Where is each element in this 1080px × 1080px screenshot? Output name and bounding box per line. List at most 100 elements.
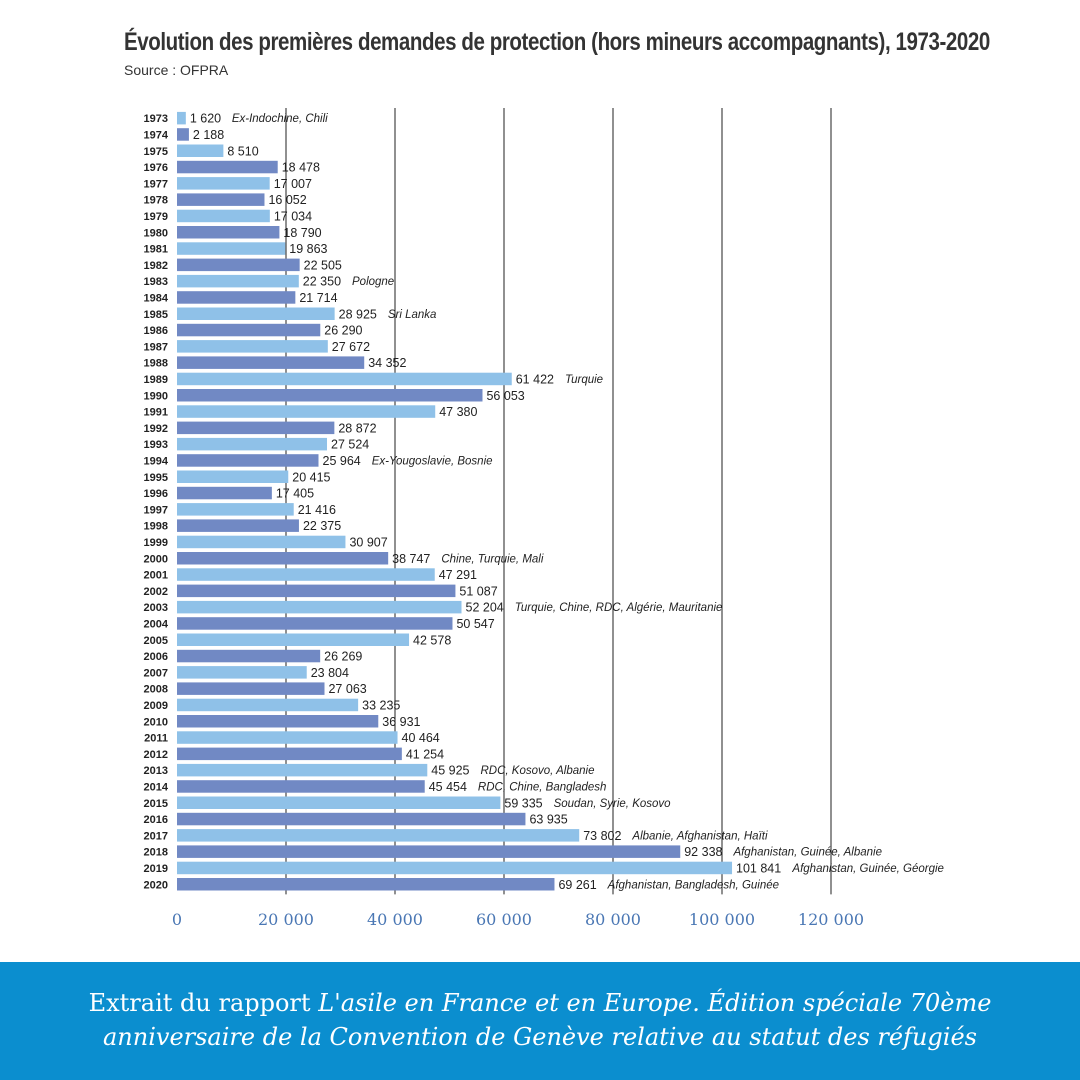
bar <box>177 389 483 402</box>
value-label: 17 007 <box>274 177 312 191</box>
bar <box>177 437 328 451</box>
bar <box>177 535 346 549</box>
x-tick-label: 120 000 <box>798 910 864 929</box>
chart-title: Évolution des premières demandes de prot… <box>124 28 990 56</box>
value-label: 50 547 <box>456 617 494 631</box>
annotation-label: Ex-Yougoslavie, Bosnie <box>372 455 493 467</box>
year-label: 1982 <box>144 260 168 272</box>
bar <box>177 878 555 891</box>
value-label: 21 714 <box>299 291 337 305</box>
year-label: 2006 <box>144 651 168 663</box>
annotation-label: Albanie, Afghanistan, Haïti <box>631 830 768 842</box>
footer-prefix: Extrait du rapport <box>88 989 319 1017</box>
bar <box>177 617 453 630</box>
value-label: 56 053 <box>486 389 524 403</box>
annotation-label: Turquie, Chine, RDC, Algérie, Mauritanie <box>515 602 723 614</box>
value-label: 27 672 <box>332 340 370 354</box>
bar <box>177 209 270 223</box>
footer-line-2: anniversaire de la Convention de Genève … <box>0 1020 1080 1054</box>
footer-report-title: L'asile en France et en Europe. Édition … <box>318 989 992 1017</box>
year-label: 2009 <box>144 700 168 712</box>
year-label: 1984 <box>144 292 169 304</box>
year-label: 2014 <box>144 781 169 793</box>
value-label: 41 254 <box>406 747 444 761</box>
year-label: 2012 <box>144 749 168 761</box>
bar <box>177 584 456 598</box>
bar-chart: 0 20 000 40 000 60 000 80 000 100 000 120 000 1… <box>144 108 944 929</box>
value-label: 52 204 <box>466 601 504 615</box>
bar <box>177 600 462 614</box>
bar <box>177 356 365 369</box>
year-label: 1975 <box>144 146 168 158</box>
bar <box>177 666 307 679</box>
year-label: 2018 <box>144 847 168 859</box>
value-label: 26 269 <box>324 650 362 664</box>
value-label: 101 841 <box>736 861 781 875</box>
year-label: 1981 <box>144 244 168 256</box>
value-label: 30 907 <box>349 535 387 549</box>
bar <box>177 519 299 532</box>
value-label: 20 415 <box>292 470 330 484</box>
year-label: 2008 <box>144 684 168 696</box>
year-label: 1986 <box>144 325 168 337</box>
value-label: 92 338 <box>684 845 722 859</box>
bar <box>177 226 280 239</box>
bar <box>177 372 512 386</box>
value-label: 47 380 <box>439 405 477 419</box>
x-tick-label: 20 000 <box>258 910 314 929</box>
value-label: 33 235 <box>362 698 400 712</box>
bar <box>177 503 294 516</box>
value-label: 1 620 <box>190 112 221 126</box>
bar <box>177 715 379 728</box>
bar <box>177 258 300 272</box>
year-label: 2001 <box>144 570 168 582</box>
year-label: 1990 <box>144 390 168 402</box>
chart-source: Source : OFPRA <box>124 62 229 78</box>
year-label: 1995 <box>144 472 168 484</box>
annotation-label: Afghanistan, Guinée, Géorgie <box>791 863 944 875</box>
footer-line-1: Extrait du rapport L'asile en France et … <box>0 986 1080 1020</box>
value-label: 34 352 <box>368 356 406 370</box>
value-label: 51 087 <box>459 584 497 598</box>
value-label: 23 804 <box>311 666 349 680</box>
year-label: 1989 <box>144 374 168 386</box>
value-label: 61 422 <box>516 372 554 386</box>
year-label: 2013 <box>144 765 168 777</box>
bar <box>177 731 398 744</box>
bar <box>177 111 186 125</box>
bar <box>177 470 289 483</box>
annotation-label: Pologne <box>352 276 394 288</box>
bar <box>177 845 681 858</box>
year-label: 2003 <box>144 602 168 614</box>
bar <box>177 307 335 320</box>
bar <box>177 340 328 353</box>
bar <box>177 274 299 288</box>
bar <box>177 796 501 809</box>
year-label: 1976 <box>144 162 168 174</box>
value-label: 73 802 <box>583 829 621 843</box>
year-label: 2019 <box>144 863 168 875</box>
bar <box>177 405 436 418</box>
value-label: 28 872 <box>338 421 376 435</box>
value-label: 18 790 <box>283 226 321 240</box>
bar <box>177 568 435 581</box>
year-label: 1996 <box>144 488 168 500</box>
value-label: 16 052 <box>268 193 306 207</box>
value-label: 27 063 <box>328 682 366 696</box>
annotation-label: Turquie <box>565 374 603 386</box>
value-label: 28 925 <box>339 307 377 321</box>
value-label: 2 188 <box>193 128 224 142</box>
value-label: 22 375 <box>303 519 341 533</box>
value-label: 21 416 <box>298 503 336 517</box>
year-label: 2015 <box>144 798 168 810</box>
x-tick-label: 40 000 <box>367 910 423 929</box>
value-label: 38 747 <box>392 552 430 566</box>
year-label: 1999 <box>144 537 168 549</box>
bar <box>177 128 189 141</box>
annotation-label: RDC, Chine, Bangladesh <box>478 781 607 793</box>
annotation-label: Ex-Indochine, Chili <box>232 113 328 125</box>
value-label: 8 510 <box>227 144 258 158</box>
value-label: 17 405 <box>276 487 314 501</box>
bar <box>177 682 325 695</box>
value-label: 45 925 <box>431 764 469 778</box>
